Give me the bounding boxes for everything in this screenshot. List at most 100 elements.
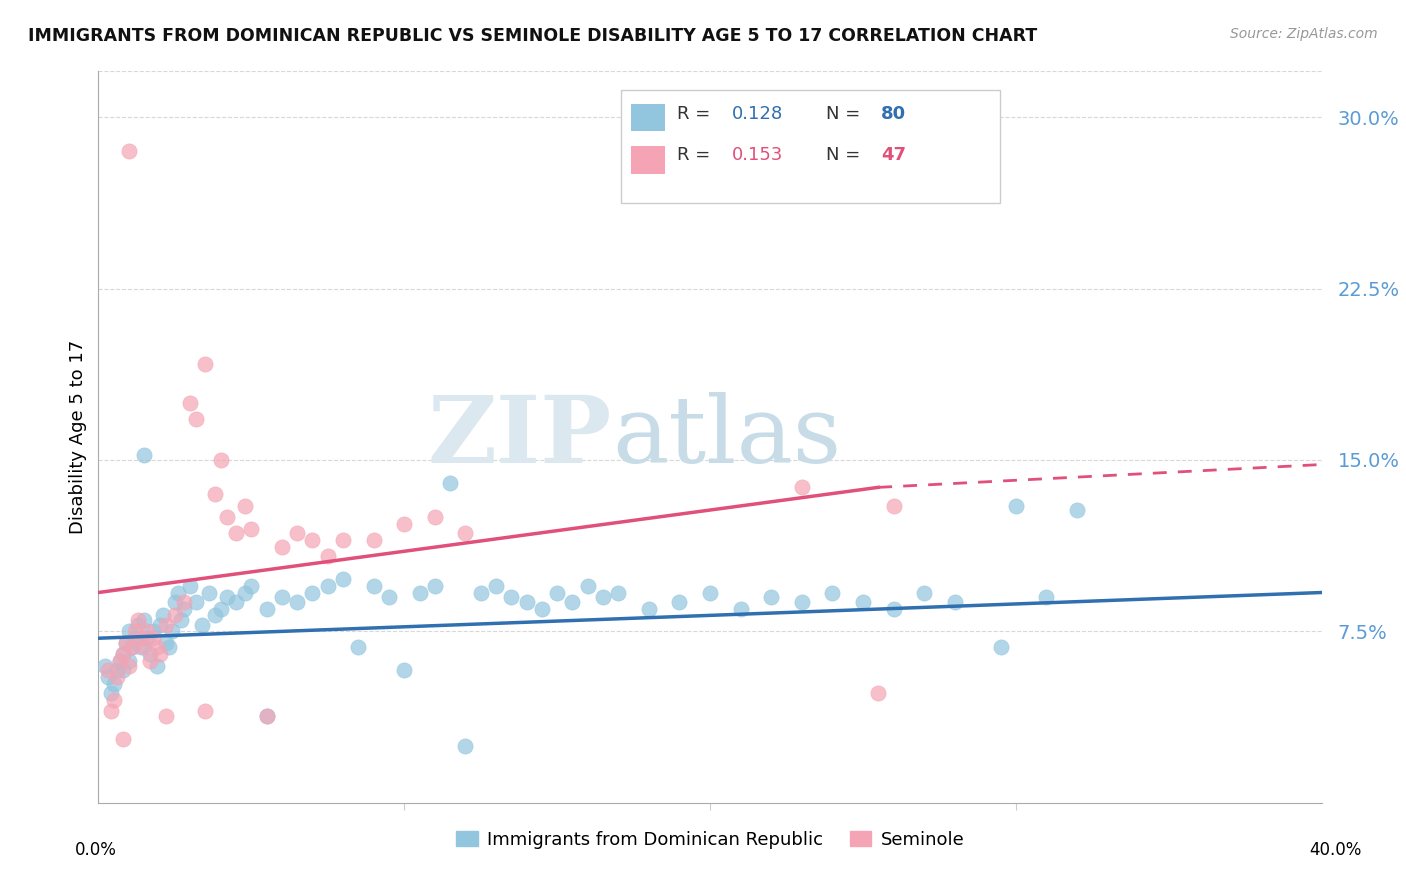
Text: N =: N = [827, 104, 866, 123]
Point [1004, 499, 1026, 513]
Point [97, 663, 120, 677]
Point [439, 475, 461, 490]
Point [209, 453, 232, 467]
Point [285, 595, 308, 609]
Point [121, 640, 143, 655]
Point [454, 526, 477, 541]
Point [118, 145, 141, 159]
Point [163, 608, 186, 623]
Point [592, 590, 614, 604]
Point [225, 526, 247, 541]
Point [392, 663, 416, 677]
Point [186, 595, 208, 609]
Point [136, 624, 159, 639]
Text: Source: ZipAtlas.com: Source: ZipAtlas.com [1230, 27, 1378, 41]
Point [111, 647, 134, 661]
Point [115, 636, 138, 650]
Text: 47: 47 [882, 146, 907, 164]
Point [204, 487, 226, 501]
Point [668, 595, 690, 609]
Point [134, 613, 156, 627]
Point [215, 510, 238, 524]
Point [100, 705, 122, 719]
Point [821, 585, 844, 599]
Point [454, 739, 477, 753]
Point [699, 585, 721, 599]
Text: IMMIGRANTS FROM DOMINICAN REPUBLIC VS SEMINOLE DISABILITY AGE 5 TO 17 CORRELATIO: IMMIGRANTS FROM DOMINICAN REPUBLIC VS SE… [28, 27, 1038, 45]
Point [332, 572, 354, 586]
Point [408, 585, 430, 599]
Point [790, 595, 813, 609]
Point [111, 663, 134, 677]
Point [470, 585, 492, 599]
Point [301, 585, 323, 599]
Point [912, 585, 935, 599]
Point [285, 526, 308, 541]
Point [301, 533, 323, 547]
Point [943, 595, 966, 609]
Point [790, 480, 813, 494]
Point [179, 579, 201, 593]
Point [883, 601, 905, 615]
Point [256, 601, 278, 615]
Point [108, 654, 131, 668]
Point [163, 595, 186, 609]
Point [160, 624, 183, 639]
Point [868, 686, 890, 700]
Point [194, 357, 217, 371]
Point [576, 579, 599, 593]
Point [155, 617, 177, 632]
Point [730, 601, 752, 615]
Point [111, 647, 134, 661]
Point [225, 595, 247, 609]
Point [423, 510, 446, 524]
Point [186, 412, 208, 426]
Point [142, 632, 165, 646]
Point [173, 595, 195, 609]
Point [316, 549, 339, 563]
Point [121, 640, 143, 655]
Point [215, 590, 238, 604]
Point [990, 640, 1012, 655]
Point [256, 709, 278, 723]
Point [157, 640, 180, 655]
Point [134, 640, 156, 655]
Point [883, 499, 905, 513]
Point [607, 585, 630, 599]
Point [124, 632, 146, 646]
Text: atlas: atlas [612, 392, 841, 482]
Point [118, 624, 141, 639]
Point [423, 579, 446, 593]
Bar [630, 103, 665, 131]
Point [93, 658, 115, 673]
Text: 40.0%: 40.0% [1309, 841, 1362, 859]
Point [149, 617, 172, 632]
Text: R =: R = [678, 146, 716, 164]
Point [270, 540, 292, 554]
Point [173, 601, 195, 615]
Point [111, 731, 134, 746]
Point [256, 709, 278, 723]
Point [105, 663, 128, 677]
Point [149, 647, 172, 661]
Point [191, 617, 214, 632]
Point [197, 585, 219, 599]
Point [118, 658, 141, 673]
Point [233, 499, 256, 513]
Point [145, 640, 167, 655]
Point [136, 632, 159, 646]
Text: 0.153: 0.153 [733, 146, 783, 164]
Point [240, 521, 263, 535]
Point [145, 658, 167, 673]
Bar [630, 146, 665, 174]
Point [209, 601, 232, 615]
Point [97, 670, 120, 684]
Text: 0.0%: 0.0% [75, 841, 117, 859]
Point [240, 579, 263, 593]
Point [139, 654, 162, 668]
Point [129, 632, 152, 646]
Point [501, 590, 523, 604]
Text: 80: 80 [882, 104, 907, 123]
Point [347, 640, 370, 655]
Point [179, 396, 201, 410]
